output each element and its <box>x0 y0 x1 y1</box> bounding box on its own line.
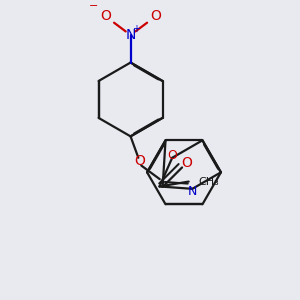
Text: +: + <box>132 23 140 34</box>
Text: O: O <box>150 9 161 23</box>
Text: O: O <box>167 149 177 162</box>
Text: O: O <box>100 9 111 23</box>
Text: N: N <box>125 28 136 42</box>
Text: O: O <box>134 154 145 168</box>
Text: CH₃: CH₃ <box>198 177 219 187</box>
Text: N: N <box>188 185 197 198</box>
Text: O: O <box>182 156 192 170</box>
Text: −: − <box>89 1 98 11</box>
